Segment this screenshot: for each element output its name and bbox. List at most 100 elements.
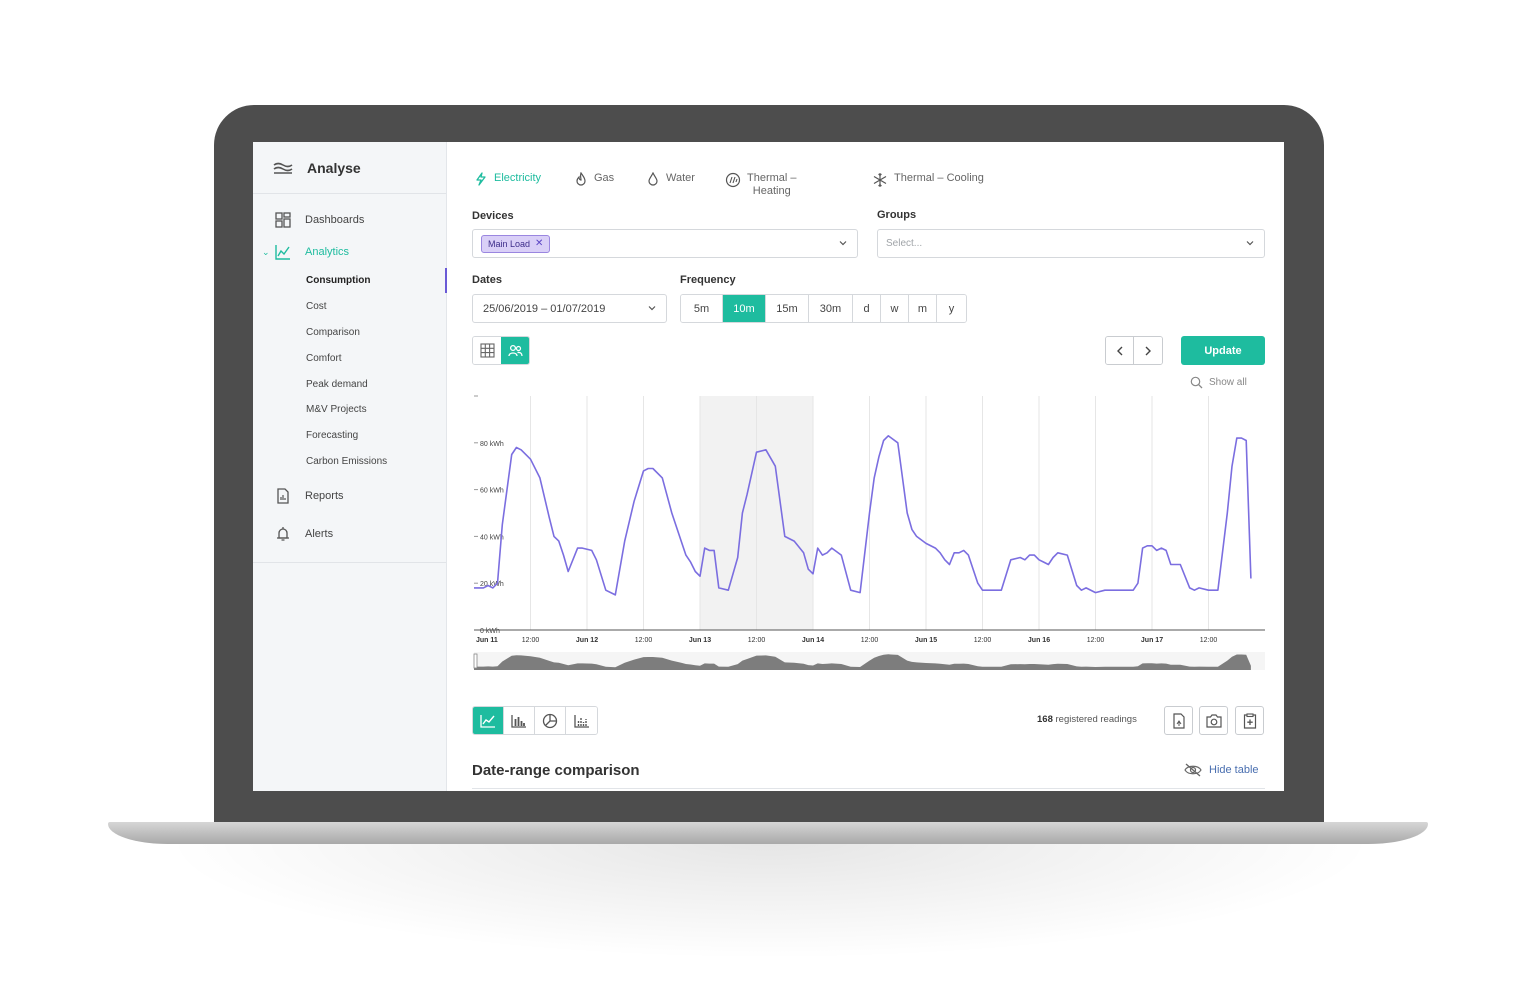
sidebar-nav: Dashboards ⌄ Analytics Consumption Cost … bbox=[253, 194, 447, 564]
series-line bbox=[474, 435, 1252, 596]
app-title: Analyse bbox=[307, 159, 361, 176]
chevron-right-icon bbox=[1145, 346, 1151, 355]
x-tick-label: Jun 17 bbox=[1141, 637, 1163, 644]
pie-chart-icon bbox=[542, 713, 558, 728]
screenshot-button[interactable] bbox=[1199, 706, 1228, 735]
tab-label: Water bbox=[666, 172, 695, 184]
y-tick-label: 60 kWh bbox=[480, 488, 504, 495]
next-period-button[interactable] bbox=[1134, 337, 1162, 364]
frequency-label: Frequency bbox=[680, 274, 736, 286]
sidebar-item-label: Analytics bbox=[305, 246, 350, 258]
tab-water[interactable]: Water bbox=[646, 172, 695, 186]
grid-view-button[interactable] bbox=[473, 337, 501, 364]
brand[interactable]: Analyse bbox=[253, 142, 446, 194]
bar-chart-icon bbox=[511, 714, 526, 728]
sidebar-subitem-carbon-emissions[interactable]: Carbon Emissions bbox=[306, 455, 388, 467]
sidebar-subitem-comparison[interactable]: Comparison bbox=[306, 326, 360, 338]
tab-thermal-heating[interactable]: Thermal – Heating bbox=[725, 172, 797, 198]
tab-label-line2: Heating bbox=[752, 185, 791, 197]
chevron-down-icon bbox=[648, 306, 656, 311]
tab-label-wrap: Thermal – Heating bbox=[747, 172, 797, 198]
eye-off-icon bbox=[1184, 763, 1202, 777]
x-tick-label: 12:00 bbox=[1200, 637, 1218, 644]
file-export-icon bbox=[1172, 712, 1185, 729]
sidebar-item-alerts[interactable]: Alerts bbox=[253, 518, 446, 550]
sidebar-item-label: Alerts bbox=[305, 528, 334, 541]
sidebar-subitem-forecasting[interactable]: Forecasting bbox=[306, 430, 359, 442]
tab-electricity[interactable]: Electricity bbox=[474, 172, 541, 186]
readings-count: 168 registered readings bbox=[1037, 714, 1137, 725]
sidebar-subitem-consumption[interactable]: Consumption bbox=[253, 268, 447, 294]
sidebar-item-analytics[interactable]: ⌄ Analytics bbox=[253, 236, 446, 268]
device-chip[interactable]: Main Load ✕ bbox=[481, 234, 551, 253]
readings-number: 168 bbox=[1037, 714, 1053, 725]
freq-option-w[interactable]: w bbox=[881, 295, 909, 322]
hide-table-link[interactable]: Hide table bbox=[1184, 763, 1259, 777]
groups-select[interactable]: Select... bbox=[877, 229, 1265, 258]
energy-type-tabs: Electricity Gas Water The bbox=[472, 172, 1265, 202]
overview-handle bbox=[473, 653, 478, 669]
app-screen: Analyse Dashboards ⌄ Analytics bbox=[253, 142, 1284, 791]
freq-option-30m[interactable]: 30m bbox=[809, 295, 853, 322]
clipboard-add-icon bbox=[1243, 712, 1256, 729]
report-document-icon bbox=[277, 488, 289, 505]
x-tick-label: Jun 15 bbox=[915, 637, 937, 644]
analyse-logo-icon bbox=[273, 162, 293, 174]
stacked-bar-chart-button[interactable] bbox=[566, 707, 597, 734]
main-panel: Electricity Gas Water The bbox=[472, 142, 1265, 791]
devices-label: Devices bbox=[472, 210, 514, 222]
drop-icon bbox=[648, 172, 658, 186]
x-tick-label: 12:00 bbox=[974, 637, 992, 644]
tab-label: Thermal – Cooling bbox=[894, 172, 984, 184]
sidebar-item-reports[interactable]: Reports bbox=[253, 480, 446, 512]
chevron-down-icon bbox=[839, 241, 847, 246]
x-tick-label: 12:00 bbox=[1087, 637, 1105, 644]
bar-chart-button[interactable] bbox=[504, 707, 535, 734]
sidebar-subitem-cost[interactable]: Cost bbox=[306, 301, 327, 313]
consumption-chart[interactable]: 0 kWh 20 kWh 40 kWh 60 kWh 80 kWh Jun 11 12:00… bbox=[472, 390, 1265, 680]
update-button[interactable]: Update bbox=[1181, 336, 1265, 365]
sidebar-item-dashboards[interactable]: Dashboards bbox=[253, 204, 446, 236]
tab-label-line1: Thermal – bbox=[747, 172, 797, 184]
freq-option-y[interactable]: y bbox=[937, 295, 966, 322]
dashboard-icon bbox=[275, 212, 291, 228]
view-mode-toggle bbox=[472, 336, 530, 365]
freq-option-m[interactable]: m bbox=[909, 295, 937, 322]
freq-option-5m[interactable]: 5m bbox=[681, 295, 723, 322]
line-chart-icon bbox=[480, 714, 495, 728]
date-range-select[interactable]: 25/06/2019 – 01/07/2019 bbox=[472, 294, 667, 323]
x-tick-label: Jun 12 bbox=[576, 637, 598, 644]
period-pager bbox=[1105, 336, 1163, 365]
sidebar-subitem-comfort[interactable]: Comfort bbox=[306, 352, 342, 364]
x-tick-label: 12:00 bbox=[748, 637, 766, 644]
freq-option-10m[interactable]: 10m bbox=[723, 295, 766, 322]
search-icon bbox=[1190, 376, 1203, 389]
tab-gas[interactable]: Gas bbox=[574, 172, 614, 186]
export-csv-button[interactable] bbox=[1164, 706, 1193, 735]
y-tick-label: 0 kWh bbox=[480, 628, 500, 635]
section-divider bbox=[472, 788, 1265, 789]
hide-table-label: Hide table bbox=[1209, 764, 1259, 776]
add-to-dashboard-button[interactable] bbox=[1235, 706, 1264, 735]
device-chip-label: Main Load bbox=[488, 238, 531, 249]
analytics-chart-icon bbox=[275, 245, 290, 260]
stacked-bar-chart-icon bbox=[573, 714, 589, 728]
line-chart-button[interactable] bbox=[473, 707, 504, 734]
groups-label: Groups bbox=[877, 209, 917, 221]
frequency-selector: 5m 10m 15m 30m d w m y bbox=[680, 294, 967, 323]
close-icon[interactable]: ✕ bbox=[535, 238, 544, 249]
group-view-button[interactable] bbox=[501, 337, 529, 364]
tab-label: Gas bbox=[594, 172, 615, 184]
freq-option-d[interactable]: d bbox=[853, 295, 881, 322]
pie-chart-button[interactable] bbox=[535, 707, 566, 734]
chevron-down-icon: ⌄ bbox=[262, 247, 270, 257]
freq-option-15m[interactable]: 15m bbox=[766, 295, 809, 322]
tab-thermal-cooling[interactable]: Thermal – Cooling bbox=[872, 172, 984, 188]
previous-period-button[interactable] bbox=[1106, 337, 1134, 364]
sidebar-subitem-peak-demand[interactable]: Peak demand bbox=[306, 378, 368, 390]
sidebar-subitem-mv-projects[interactable]: M&V Projects bbox=[306, 404, 367, 416]
devices-select[interactable]: Main Load ✕ bbox=[472, 229, 858, 258]
laptop-shadow bbox=[160, 840, 1380, 960]
x-tick-label: 12:00 bbox=[635, 637, 653, 644]
show-all-link[interactable]: Show all bbox=[1190, 376, 1247, 389]
